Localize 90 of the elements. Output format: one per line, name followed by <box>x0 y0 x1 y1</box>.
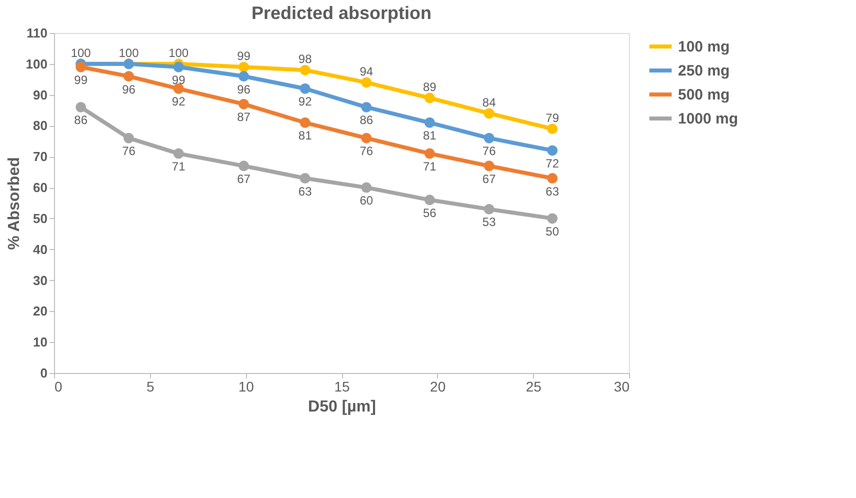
data-label: 100 <box>70 46 92 60</box>
y-tick-label: 40 <box>33 242 48 257</box>
legend-label: 100 mg <box>678 38 730 56</box>
point <box>238 160 249 172</box>
y-tick-label: 100 <box>26 56 48 72</box>
data-label: 99 <box>74 73 88 87</box>
data-label: 89 <box>422 80 437 94</box>
data-label: 99 <box>237 49 251 63</box>
data-label: 76 <box>360 144 374 158</box>
point <box>547 213 558 224</box>
point <box>547 145 558 156</box>
data-label: 60 <box>360 194 374 208</box>
data-label: 56 <box>422 206 437 220</box>
data-label: 86 <box>74 113 88 128</box>
y-tick-label: 0 <box>40 366 48 380</box>
data-label: 63 <box>298 184 312 198</box>
data-label: 98 <box>298 52 312 66</box>
data-label: 92 <box>172 94 186 109</box>
data-label: 67 <box>237 172 251 186</box>
point <box>300 64 310 76</box>
data-label: 84 <box>482 95 496 110</box>
point <box>173 148 184 159</box>
data-label: 86 <box>360 113 374 128</box>
data-label: 71 <box>172 160 186 174</box>
x-axis-title: D50 [µm] <box>308 398 376 416</box>
x-tick-label: 20 <box>430 378 446 394</box>
data-label: 81 <box>298 128 312 143</box>
point <box>361 77 372 88</box>
point <box>238 71 249 82</box>
x-tick-label: 25 <box>526 378 542 394</box>
data-label: 94 <box>360 64 374 78</box>
point <box>124 132 134 144</box>
data-label: 76 <box>122 144 136 158</box>
point <box>424 117 435 128</box>
point <box>238 62 249 72</box>
data-label: 53 <box>482 215 496 230</box>
point <box>424 92 435 104</box>
x-tick-label: 30 <box>614 378 630 394</box>
y-tick-label: 20 <box>33 304 48 319</box>
y-tick-label: 30 <box>33 272 48 288</box>
data-label: 63 <box>546 184 560 198</box>
data-label: 76 <box>482 144 496 158</box>
chart-title: Predicted absorption <box>251 3 432 23</box>
x-tick-label: 5 <box>146 378 154 394</box>
data-label: 87 <box>237 110 251 124</box>
data-label: 79 <box>546 110 560 125</box>
point <box>300 83 310 94</box>
point <box>300 117 310 128</box>
data-label: 72 <box>546 156 560 170</box>
data-label: 67 <box>482 172 496 186</box>
legend-label: 1000 mg <box>678 110 738 128</box>
point <box>173 62 184 72</box>
x-tick-label: 15 <box>334 378 350 394</box>
x-tick-label: 0 <box>54 378 62 394</box>
point <box>484 204 494 214</box>
y-tick-label: 90 <box>33 87 48 102</box>
point <box>547 124 558 134</box>
point <box>361 102 372 112</box>
x-tick-label: 10 <box>238 378 254 394</box>
y-tick-label: 80 <box>33 118 48 134</box>
point <box>124 71 134 82</box>
data-label: 96 <box>237 82 251 96</box>
y-tick-label: 50 <box>33 210 48 226</box>
legend-label: 250 mg <box>678 62 730 80</box>
point <box>424 148 435 159</box>
point <box>484 132 494 144</box>
y-tick-label: 60 <box>33 180 48 196</box>
data-label: 100 <box>168 46 189 60</box>
y-tick-label: 70 <box>33 149 48 164</box>
point <box>484 160 494 172</box>
data-label: 96 <box>122 82 136 96</box>
point <box>547 173 558 184</box>
point <box>76 62 86 72</box>
point <box>484 108 494 119</box>
point <box>76 102 86 112</box>
data-label: 99 <box>172 73 186 87</box>
y-axis-title: % Absorbed <box>6 157 23 250</box>
data-label: 81 <box>422 128 437 143</box>
point <box>361 132 372 144</box>
point <box>361 182 372 193</box>
data-label: 71 <box>422 160 437 174</box>
y-tick-label: 110 <box>26 26 48 40</box>
point <box>424 194 435 206</box>
data-label: 50 <box>546 224 560 238</box>
data-label: 92 <box>298 94 312 109</box>
point <box>238 98 249 110</box>
point <box>300 173 310 184</box>
legend-label: 500 mg <box>678 86 730 104</box>
y-tick-label: 10 <box>33 334 48 350</box>
data-label: 100 <box>118 46 140 60</box>
